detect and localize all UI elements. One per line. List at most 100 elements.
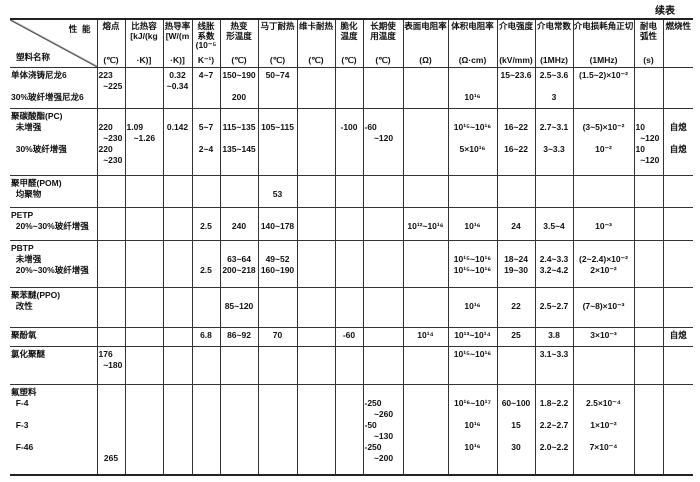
value-cell [191, 346, 220, 385]
column-label: 热变 形温度 [226, 21, 252, 41]
column-header-content: 维卡耐热 (℃) [298, 20, 335, 67]
value-cell: 2.4~3.3 3.2~4.2 [534, 240, 573, 288]
column-header: 马丁耐热 (℃) [257, 19, 297, 68]
column-label: 热导率 [W/(m [164, 21, 191, 41]
column-unit: (Ω) [419, 55, 432, 65]
value-cell: 自熄 [662, 327, 693, 347]
value-cell: 24 [496, 207, 535, 241]
value-cell [362, 175, 403, 208]
value-cell [633, 287, 663, 328]
value-cell [191, 287, 220, 328]
column-header-content: 介电常数 (1MHz) [536, 20, 573, 67]
value-cell [162, 207, 192, 241]
column-label: 维卡耐热 [298, 21, 333, 31]
column-header-content: 脆化 温度 (℃) [336, 20, 363, 67]
value-cell: (2~2.4)×10⁻² 2×10⁻² [572, 240, 634, 288]
table-row: PBTP 未增强 20%~30%玻纤增强 2.5 63~64 200~218 4… [10, 240, 693, 288]
value-cell: 85~120 [219, 287, 258, 328]
value-cell [296, 240, 335, 288]
value-cell [296, 346, 335, 385]
value-cell: 115~135 135~145 [219, 108, 258, 176]
value-cell: 240 [219, 207, 258, 241]
value-cell: 265 [96, 384, 125, 475]
value-cell [124, 346, 163, 385]
header-corner-cell: 性 能 塑料名称 [10, 19, 97, 68]
value-cell [362, 346, 403, 385]
value-cell: 3.8 [534, 327, 573, 347]
value-cell: 5~7 2~4 [191, 108, 220, 176]
plastics-properties-table: 性 能 塑料名称 熔点 (℃) 比热容 [kJ/(kg ·K)] 热导率 [W/(m ·K… [10, 18, 693, 476]
value-cell [662, 207, 693, 241]
column-unit: (℃) [341, 55, 357, 65]
value-cell: -60 [334, 327, 363, 347]
value-cell [96, 207, 125, 241]
value-cell: 3.5~4 [534, 207, 573, 241]
column-label: 介电强度 [498, 21, 533, 31]
value-cell [362, 67, 403, 109]
column-unit: (kV/mm) [499, 55, 533, 65]
value-cell [534, 175, 573, 208]
column-unit: ·K)] [170, 55, 185, 65]
value-cell [191, 175, 220, 208]
column-label: 长期使 用温度 [370, 21, 396, 41]
value-cell [362, 327, 403, 347]
column-header-content: 比热容 [kJ/(kg ·K)] [126, 20, 163, 67]
column-label: 熔点 [102, 21, 120, 31]
column-header-content: 介电强度 (kV/mm) [498, 20, 535, 67]
value-cell: 10¹⁶ [447, 67, 497, 109]
value-cell [402, 67, 448, 109]
column-header: 介电强度 (kV/mm) [496, 19, 535, 68]
value-cell [402, 175, 448, 208]
column-header: 脆化 温度 (℃) [334, 19, 363, 68]
column-header: 热变 形温度 (℃) [219, 19, 258, 68]
value-cell: 22 [496, 287, 535, 328]
value-cell [402, 384, 448, 475]
value-cell [257, 346, 297, 385]
value-cell: 2.5 [191, 207, 220, 241]
value-cell [162, 240, 192, 288]
value-cell [662, 67, 693, 109]
value-cell [334, 207, 363, 241]
value-cell [96, 287, 125, 328]
value-cell [96, 327, 125, 347]
table-row: 聚碳酸酯(PC) 未增强 30%玻纤增强 220 ~230 220 ~230 1… [10, 108, 693, 176]
column-unit: (Ω·cm) [458, 55, 487, 65]
column-label: 介电常数 [536, 21, 571, 31]
value-cell [296, 287, 335, 328]
column-header-content: 热变 形温度 (℃) [221, 20, 258, 67]
value-cell: -250 ~260 -50 ~130 -250 ~200 [362, 384, 403, 475]
value-cell: 10¹⁵~10¹⁶ 10¹⁵~10¹⁶ [447, 240, 497, 288]
column-header: 比热容 [kJ/(kg ·K)] [124, 19, 163, 68]
value-cell [162, 175, 192, 208]
value-cell [402, 287, 448, 328]
value-cell [124, 287, 163, 328]
value-cell: 18~24 19~30 [496, 240, 535, 288]
column-header-content: 长期使 用温度 (℃) [364, 20, 403, 67]
value-cell: 60~100 15 30 [496, 384, 535, 475]
value-cell: 0.32 ~0.34 [162, 67, 192, 109]
value-cell: 0.142 [162, 108, 192, 176]
value-cell [162, 327, 192, 347]
value-cell: 53 [257, 175, 297, 208]
column-header-content: 熔点 (℃) [98, 20, 125, 67]
value-cell [572, 346, 634, 385]
column-header: 耐电 弧性 (s) [633, 19, 663, 68]
table-row: 聚甲醛(POM) 均聚物 53 [10, 175, 693, 208]
value-cell [402, 240, 448, 288]
column-label: 燃烧性 [665, 21, 691, 31]
value-cell [633, 207, 663, 241]
value-cell [219, 384, 258, 475]
column-header: 表面电阻率 (Ω) [402, 19, 448, 68]
value-cell: 49~52 160~190 [257, 240, 297, 288]
plastic-name-cell: 单体浇铸尼龙6 30%玻纤增强尼龙6 [10, 67, 97, 109]
value-cell: 140~178 [257, 207, 297, 241]
value-cell: (1.5~2)×10⁻² [572, 67, 634, 109]
value-cell: 4~7 [191, 67, 220, 109]
value-cell [191, 384, 220, 475]
value-cell [296, 207, 335, 241]
value-cell [334, 175, 363, 208]
value-cell [219, 346, 258, 385]
column-unit: K⁻¹) [197, 55, 215, 65]
value-cell: -100 [334, 108, 363, 176]
value-cell [296, 67, 335, 109]
